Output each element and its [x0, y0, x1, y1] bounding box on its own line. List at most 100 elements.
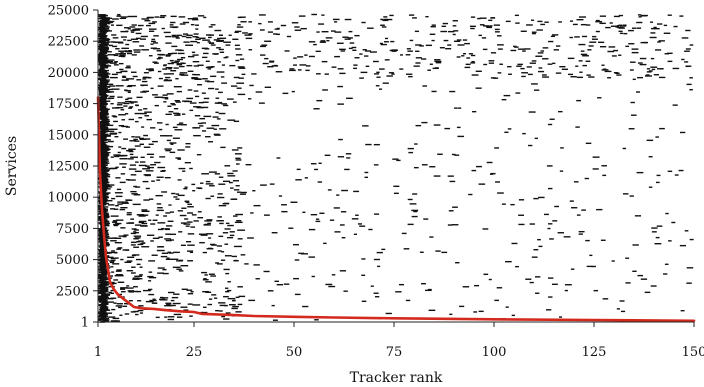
presence-mark — [196, 154, 202, 156]
presence-mark — [183, 41, 190, 43]
presence-mark — [510, 49, 517, 52]
presence-mark — [148, 30, 155, 32]
presence-mark — [154, 161, 161, 164]
presence-mark — [601, 64, 605, 66]
presence-mark — [488, 62, 495, 64]
presence-mark — [118, 235, 127, 237]
presence-mark — [197, 211, 202, 213]
presence-mark — [210, 195, 215, 197]
presence-mark — [251, 73, 257, 75]
presence-mark — [176, 63, 183, 66]
presence-mark — [235, 159, 242, 161]
presence-mark — [233, 215, 238, 217]
presence-mark — [104, 309, 111, 311]
presence-mark — [98, 45, 102, 47]
presence-mark — [108, 88, 113, 91]
presence-mark — [427, 69, 431, 71]
presence-mark — [100, 183, 107, 185]
presence-mark — [192, 60, 200, 63]
presence-mark — [175, 198, 180, 200]
presence-mark — [235, 59, 240, 62]
presence-mark — [281, 210, 288, 213]
presence-mark — [117, 102, 126, 104]
presence-mark — [396, 159, 401, 162]
presence-mark — [159, 296, 164, 299]
presence-mark — [548, 40, 554, 43]
presence-mark — [422, 85, 428, 87]
presence-mark — [167, 318, 175, 321]
presence-mark — [385, 18, 393, 21]
presence-mark — [161, 297, 169, 299]
presence-mark — [323, 242, 327, 245]
presence-mark — [201, 92, 206, 94]
presence-mark — [527, 73, 533, 76]
presence-mark — [618, 27, 625, 29]
presence-mark — [664, 53, 670, 55]
presence-mark — [111, 34, 117, 36]
presence-mark — [156, 179, 161, 181]
presence-mark — [114, 135, 119, 138]
presence-mark — [331, 30, 336, 32]
presence-mark — [102, 293, 111, 295]
presence-mark — [159, 246, 165, 248]
presence-mark — [341, 189, 348, 192]
presence-mark — [588, 45, 594, 47]
presence-mark — [157, 272, 164, 274]
presence-mark — [198, 101, 204, 104]
presence-mark — [196, 41, 200, 44]
presence-mark — [110, 156, 114, 158]
presence-mark — [549, 238, 554, 240]
presence-mark — [334, 55, 340, 58]
presence-mark — [158, 236, 163, 238]
presence-mark — [689, 44, 694, 46]
presence-mark — [157, 85, 164, 87]
presence-mark — [137, 24, 144, 27]
presence-mark — [375, 85, 380, 87]
presence-mark — [161, 27, 165, 30]
presence-mark — [595, 19, 600, 22]
presence-mark — [271, 232, 278, 234]
presence-mark — [170, 143, 174, 145]
presence-mark — [325, 283, 333, 286]
presence-mark — [308, 256, 315, 258]
presence-mark — [351, 218, 359, 220]
presence-mark — [102, 107, 107, 110]
presence-mark — [122, 166, 126, 168]
presence-mark — [191, 183, 196, 186]
presence-mark — [684, 61, 689, 63]
presence-mark — [125, 30, 129, 33]
presence-mark — [110, 208, 115, 210]
presence-mark — [148, 198, 154, 200]
presence-mark — [138, 220, 147, 223]
presence-mark — [106, 256, 114, 259]
presence-mark — [429, 63, 433, 65]
presence-mark — [475, 70, 482, 72]
presence-mark — [215, 97, 220, 99]
presence-mark — [123, 39, 127, 41]
presence-mark — [370, 285, 374, 287]
presence-mark — [584, 177, 589, 180]
presence-mark — [221, 82, 228, 84]
presence-mark — [409, 39, 414, 42]
presence-mark — [108, 17, 112, 20]
x-tick-label: 50 — [286, 345, 303, 360]
presence-mark — [592, 156, 600, 158]
presence-mark — [308, 55, 315, 58]
presence-mark — [115, 85, 124, 87]
presence-mark — [116, 303, 123, 305]
presence-mark — [124, 261, 132, 264]
presence-mark — [98, 41, 103, 44]
presence-mark — [518, 199, 525, 201]
presence-mark — [152, 94, 158, 96]
presence-mark — [380, 43, 387, 46]
presence-mark — [483, 25, 490, 27]
presence-mark — [150, 43, 154, 45]
presence-mark — [144, 19, 151, 22]
presence-mark — [175, 101, 181, 103]
presence-mark — [187, 212, 194, 214]
presence-mark — [456, 39, 462, 41]
presence-mark — [193, 134, 201, 137]
presence-mark — [129, 26, 136, 28]
presence-mark — [165, 54, 172, 56]
presence-mark — [637, 76, 643, 79]
